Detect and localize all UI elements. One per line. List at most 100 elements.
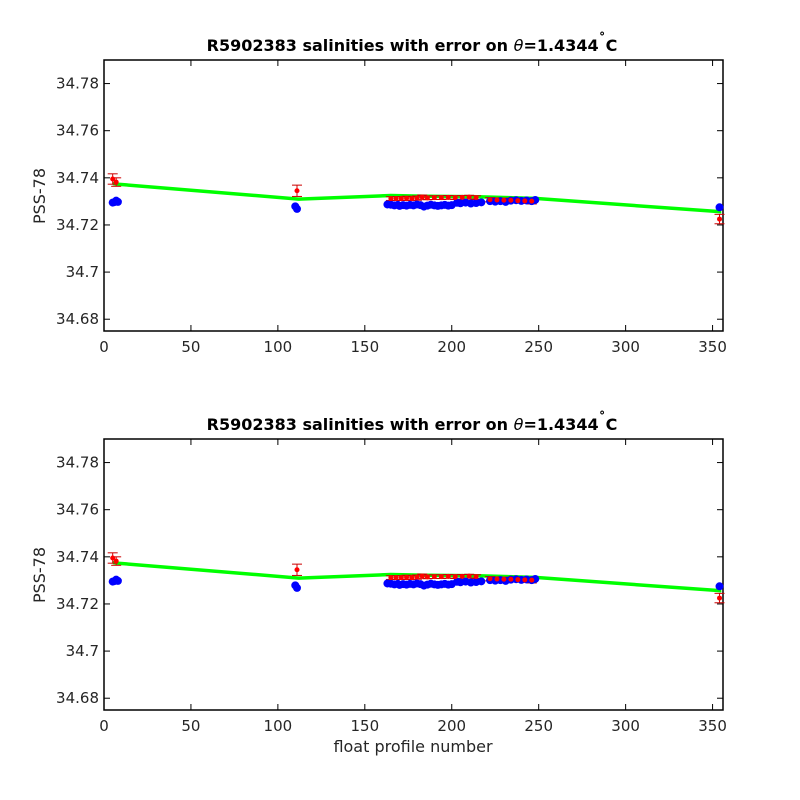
mapped-salinity-point xyxy=(398,575,404,581)
y-axis-label: PSS-78 xyxy=(30,168,49,224)
mapped-salinity-point xyxy=(393,196,399,202)
x-tick-label: 150 xyxy=(350,338,379,356)
x-tick-label: 50 xyxy=(181,717,200,735)
y-tick-label: 34.68 xyxy=(56,310,99,328)
mapped-salinity-point xyxy=(487,576,493,582)
mapped-salinity-point xyxy=(717,216,723,222)
x-tick-label: 350 xyxy=(698,338,727,356)
x-tick-label: 300 xyxy=(611,338,640,356)
title-theta: θ xyxy=(514,415,524,434)
mapped-salinity-point xyxy=(529,198,535,204)
mapped-salinity-point xyxy=(459,573,465,579)
x-tick-label: 200 xyxy=(437,338,466,356)
mapped-salinity-point xyxy=(452,195,458,201)
mapped-salinity-point xyxy=(110,176,116,182)
mapped-salinity-point xyxy=(515,577,521,583)
x-tick-label: 250 xyxy=(524,717,553,735)
title-unit: C xyxy=(606,415,618,434)
mapped-salinity-point xyxy=(522,198,528,204)
mapped-salinity-point xyxy=(445,194,451,200)
mapped-salinity-point xyxy=(522,577,528,583)
y-tick-label: 34.74 xyxy=(56,169,99,187)
title-prefix: R5902383 salinities with error on xyxy=(207,36,514,55)
y-axis-label: PSS-78 xyxy=(30,547,49,603)
x-tick-label: 0 xyxy=(99,717,109,735)
mapped-salinity-point xyxy=(487,197,493,203)
mapped-salinity-point xyxy=(466,573,472,579)
mapped-salinity-point xyxy=(388,575,394,581)
title-prefix: R5902383 salinities with error on xyxy=(207,415,514,434)
y-tick-label: 34.78 xyxy=(56,454,99,472)
mapped-salinity-point xyxy=(473,195,479,201)
mapped-salinity-point xyxy=(409,196,415,202)
y-tick-label: 34.76 xyxy=(56,501,99,519)
mapped-salinity-point xyxy=(473,574,479,580)
mapped-salinity-point xyxy=(459,194,465,200)
raw-salinity-point xyxy=(293,204,302,213)
title-degree: ˚ xyxy=(599,31,606,48)
y-tick-label: 34.7 xyxy=(66,263,99,281)
raw-salinity-point xyxy=(113,197,122,206)
title-suffix: =1.4344 xyxy=(523,36,598,55)
y-tick-label: 34.74 xyxy=(56,548,99,566)
chart-title: R5902383 salinities with error on θ=1.43… xyxy=(207,410,618,434)
raw-salinity-point xyxy=(477,198,486,207)
mapped-salinity-point xyxy=(294,188,300,194)
mapped-salinity-point xyxy=(113,558,119,564)
mapped-salinity-point xyxy=(501,197,507,203)
mapped-salinity-point xyxy=(431,574,437,580)
title-theta: θ xyxy=(514,36,524,55)
chart-bottom: R5902383 salinities with error on θ=1.43… xyxy=(30,410,727,756)
mapped-salinity-point xyxy=(445,573,451,579)
x-tick-label: 250 xyxy=(524,338,553,356)
mapped-salinity-point xyxy=(414,574,420,580)
raw-salinity-point xyxy=(293,583,302,592)
x-tick-label: 100 xyxy=(264,717,293,735)
mapped-salinity-point xyxy=(508,576,514,582)
title-unit: C xyxy=(606,36,618,55)
mapped-salinity-point xyxy=(438,195,444,201)
mapped-salinity-point xyxy=(501,576,507,582)
mapped-salinity-point xyxy=(409,575,415,581)
axis-ticks: 0 50 100 150 200 250 300 350 34.68 34.7 34.72 34.74… xyxy=(56,439,727,735)
mapped-salinity-point xyxy=(113,179,119,185)
mapped-salinity-layer xyxy=(110,555,723,601)
mapped-salinity-point xyxy=(515,198,521,204)
x-tick-label: 0 xyxy=(99,338,109,356)
mapped-salinity-point xyxy=(508,197,514,203)
raw-salinity-point xyxy=(477,577,486,586)
y-tick-label: 34.76 xyxy=(56,122,99,140)
x-tick-label: 100 xyxy=(264,338,293,356)
mapped-salinity-layer xyxy=(110,176,723,222)
mapped-salinity-point xyxy=(424,574,430,580)
chart-title: R5902383 salinities with error on θ=1.43… xyxy=(207,31,618,55)
y-tick-label: 34.72 xyxy=(56,595,99,613)
mapped-salinity-point xyxy=(717,595,723,601)
mapped-salinity-point xyxy=(438,574,444,580)
raw-salinity-point xyxy=(715,203,724,212)
y-tick-label: 34.7 xyxy=(66,642,99,660)
x-tick-label: 350 xyxy=(698,717,727,735)
x-tick-label: 150 xyxy=(350,717,379,735)
mapped-salinity-point xyxy=(466,194,472,200)
raw-salinity-layer xyxy=(108,574,724,592)
title-degree: ˚ xyxy=(599,410,606,427)
mapped-salinity-point xyxy=(494,197,500,203)
y-tick-label: 34.68 xyxy=(56,689,99,707)
mapped-salinity-point xyxy=(494,576,500,582)
raw-salinity-point xyxy=(113,576,122,585)
x-tick-label: 50 xyxy=(181,338,200,356)
mapped-salinity-point xyxy=(404,195,410,201)
mapped-salinity-point xyxy=(419,573,425,579)
mapped-salinity-point xyxy=(431,195,437,201)
raw-salinity-point xyxy=(715,582,724,591)
mapped-salinity-point xyxy=(393,575,399,581)
y-tick-label: 34.78 xyxy=(56,75,99,93)
y-tick-label: 34.72 xyxy=(56,216,99,234)
mapped-salinity-point xyxy=(452,574,458,580)
axis-ticks: 0 50 100 150 200 250 300 350 34.68 34.7 34.72 34.74… xyxy=(56,60,727,356)
mapped-salinity-point xyxy=(529,577,535,583)
mapped-salinity-point xyxy=(414,195,420,201)
mapped-salinity-point xyxy=(388,196,394,202)
